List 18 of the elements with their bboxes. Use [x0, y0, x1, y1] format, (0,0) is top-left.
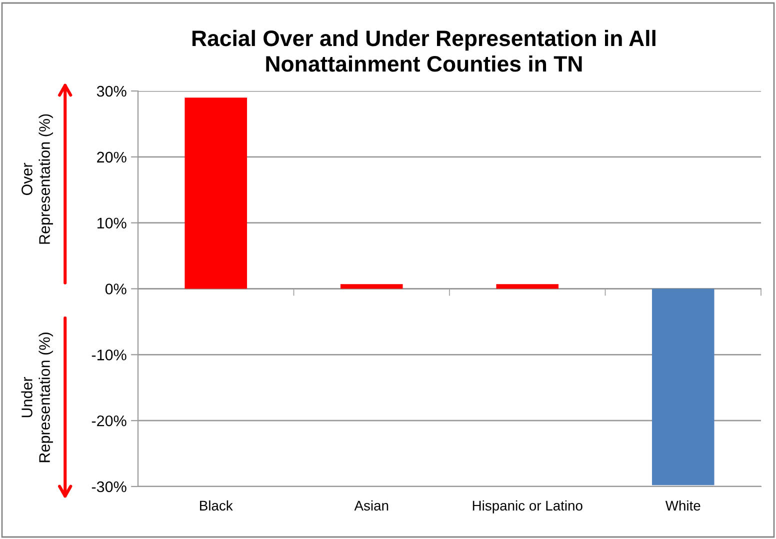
text: Under Representation (%): [21, 332, 53, 462]
y-tick-label: -10%: [92, 350, 126, 360]
y-tick-label: 20%: [97, 152, 126, 163]
y-tick-label: 0%: [105, 284, 126, 294]
bar: [340, 284, 403, 289]
x-tick-label: White: [665, 500, 700, 511]
y-tick-label: 30%: [96, 86, 126, 97]
bar: [652, 288, 714, 486]
y-tick-label: -30%: [92, 481, 126, 492]
x-tick-label: Black: [200, 500, 233, 511]
bar: [184, 98, 248, 289]
x-tick-label: Asian: [354, 500, 388, 511]
chart-title: Racial Over and Under Representation in All Nonattainment Counties in TN: [192, 30, 656, 72]
bar: [496, 284, 559, 289]
y-tick-label: -20%: [92, 415, 126, 426]
y-axis-title: Over Representation (%): [22, 114, 53, 244]
x-tick-label: Hispanic or Latino: [472, 500, 582, 514]
y-tick-label: 10%: [97, 218, 126, 229]
